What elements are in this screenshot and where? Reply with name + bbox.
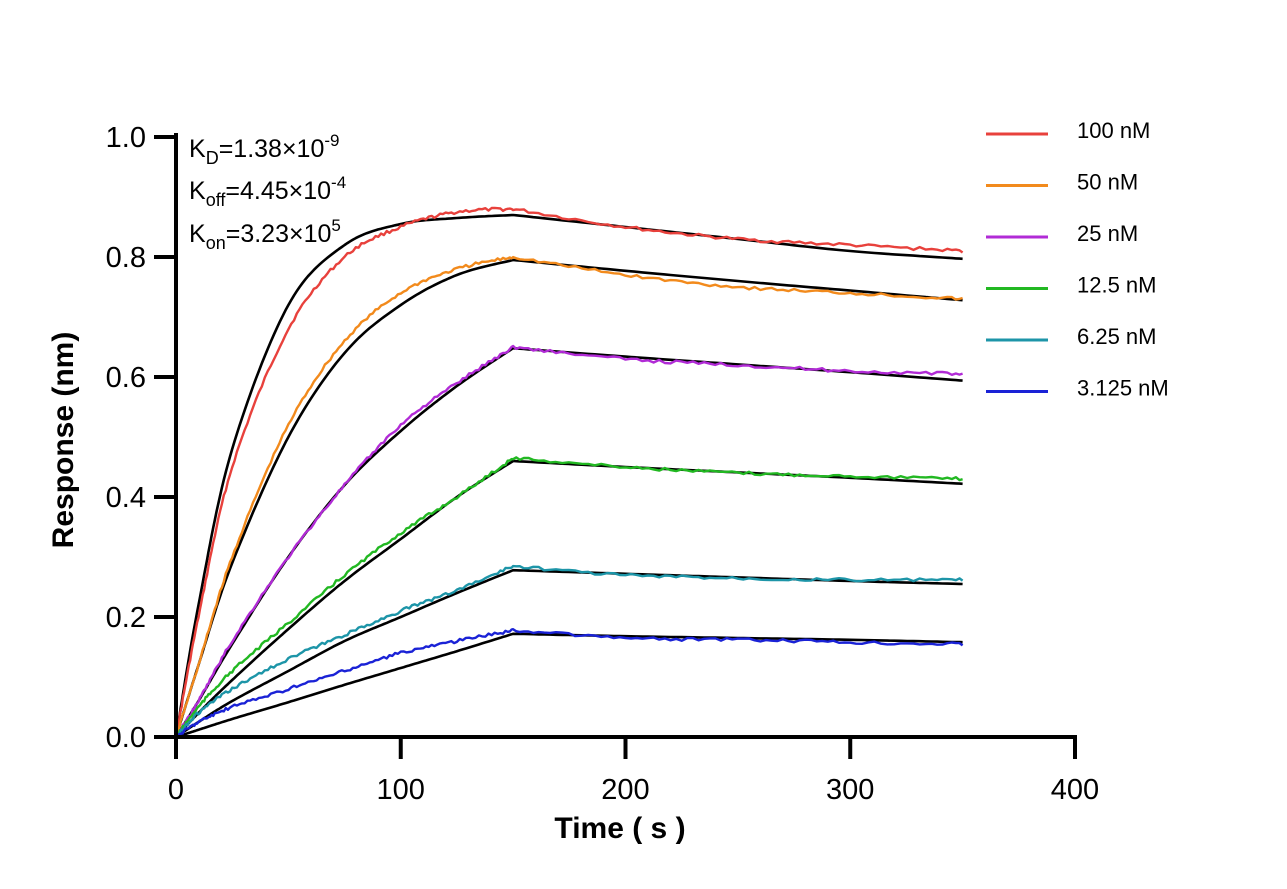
measured-series-50-nM	[174, 255, 963, 738]
measured-curves	[174, 206, 964, 738]
x-tick-label: 0	[168, 774, 184, 806]
y-axis-title: Response (nm)	[47, 332, 80, 549]
measured-series-100-nM	[174, 206, 964, 738]
y-tick-label: 0.0	[106, 722, 146, 754]
legend-label: 25 nM	[1077, 221, 1138, 246]
y-tick-label: 0.6	[106, 362, 146, 394]
x-ticks: 0 100 200 300 400	[168, 737, 1099, 806]
legend-label: 100 nM	[1077, 118, 1150, 143]
measured-series-6-25-nM	[175, 564, 964, 738]
measured-series-25-nM	[174, 344, 963, 738]
fit-series-3-125-nM	[175, 632, 963, 739]
measured-series-12-5-nM	[175, 456, 963, 738]
x-tick-label: 400	[1051, 774, 1099, 806]
fit-series-50-nM	[174, 258, 963, 738]
x-tick-label: 100	[377, 774, 425, 806]
kon-annotation: Kon=3.23×105	[189, 216, 341, 253]
x-tick-label: 300	[826, 774, 874, 806]
y-tick-label: 0.2	[106, 602, 146, 634]
x-tick-label: 200	[601, 774, 649, 806]
y-tick-label: 1.0	[106, 122, 146, 154]
y-tick-label: 0.4	[106, 482, 146, 514]
fit-series-6-25-nM	[175, 568, 963, 739]
koff-annotation: Koff=4.45×10-4	[189, 173, 346, 210]
legend-label: 6.25 nM	[1077, 324, 1157, 349]
legend-label: 50 nM	[1077, 170, 1138, 195]
measured-series-3-125-nM	[175, 628, 964, 738]
x-axis-title: Time ( s )	[554, 812, 685, 845]
fit-series-12-5-nM	[175, 459, 963, 738]
legend-label: 12.5 nM	[1077, 273, 1157, 298]
legend: 100 nM 50 nM 25 nM 12.5 nM 6.25 nM 3.125 nM	[986, 118, 1169, 401]
legend-label: 3.125 nM	[1077, 376, 1169, 401]
fit-series-25-nM	[174, 346, 963, 738]
y-ticks: 0.0 0.2 0.4 0.6 0.8 1.0	[106, 122, 176, 754]
kd-annotation: KD=1.38×10-9	[189, 131, 339, 168]
y-tick-label: 0.8	[106, 242, 146, 274]
